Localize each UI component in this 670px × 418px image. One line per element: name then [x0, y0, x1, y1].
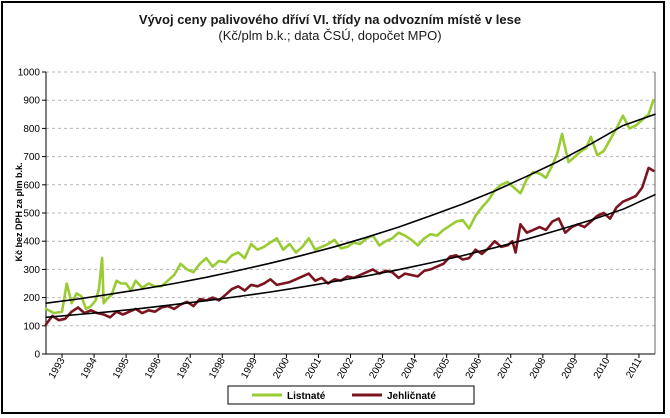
y-tick-label-800: 800	[23, 124, 40, 135]
x-tick-label-2007: 2007	[496, 356, 517, 381]
x-tick-label-2006: 2006	[464, 356, 485, 381]
x-tick-label-2010: 2010	[592, 356, 613, 381]
x-tick-label-2000: 2000	[271, 356, 292, 381]
x-tick-label-2003: 2003	[367, 356, 388, 381]
gridlines	[46, 71, 655, 327]
chart-subtitle: (Kč/plm b.k.; data ČSÚ, dopočet MPO)	[218, 28, 441, 43]
y-tick-label-1000: 1000	[18, 68, 41, 79]
y-tick-labels: 0 100 200 300 400 500 600 700 800 900 1000	[18, 68, 41, 361]
chart-frame	[1, 1, 665, 414]
x-tick-label-2001: 2001	[303, 356, 324, 381]
y-tick-label-900: 900	[23, 96, 40, 107]
series-line-trend-listnate	[45, 113, 656, 305]
axes	[42, 71, 656, 358]
y-tick-label-700: 700	[23, 152, 40, 163]
x-tick-label-2002: 2002	[335, 356, 356, 381]
x-tick-label-1999: 1999	[239, 356, 260, 381]
x-tick-label-1996: 1996	[143, 356, 164, 381]
y-axis-label: Kč bez DPH za plm b.k.	[14, 162, 24, 261]
legend-label-jehlicnate: Jehličnaté	[387, 391, 436, 402]
x-tick-label-1995: 1995	[111, 356, 132, 381]
y-tick-label-500: 500	[23, 209, 40, 220]
x-tick-label-2011: 2011	[624, 356, 644, 381]
legend-label-listnate: Listnaté	[287, 391, 326, 402]
y-tick-label-400: 400	[23, 237, 40, 248]
series-line-listnate	[44, 98, 655, 315]
x-tick-label-2009: 2009	[560, 356, 581, 381]
x-tick-label-2008: 2008	[528, 356, 549, 381]
x-tick-label-1998: 1998	[207, 356, 228, 381]
y-tick-label-0: 0	[34, 350, 40, 361]
x-tick-label-2005: 2005	[432, 356, 453, 381]
y-tick-label-600: 600	[23, 180, 40, 191]
y-tick-label-300: 300	[23, 265, 40, 276]
legend-box	[227, 385, 475, 405]
x-tick-label-1993: 1993	[47, 356, 68, 381]
x-tick-labels: 1993 1994 1995 1996 1997 1998 1999 2000 2001 2002…	[47, 356, 645, 381]
series-lines	[44, 98, 656, 326]
x-tick-label-1997: 1997	[175, 356, 196, 381]
chart-title: Vývoj ceny palivového dříví VI. třídy na…	[139, 12, 521, 27]
x-tick-label-2004: 2004	[400, 356, 421, 381]
x-tick-label-1994: 1994	[79, 356, 100, 381]
series-line-trend-jehlicnate	[45, 193, 656, 319]
y-tick-label-100: 100	[23, 321, 40, 332]
y-tick-label-200: 200	[23, 293, 40, 304]
